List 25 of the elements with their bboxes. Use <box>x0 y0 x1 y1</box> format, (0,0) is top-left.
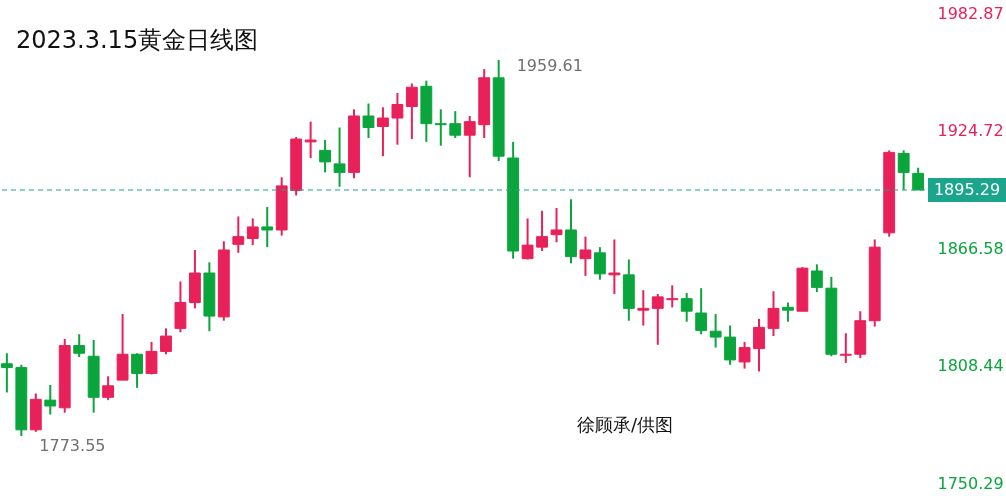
candlestick <box>738 340 751 370</box>
y-tick-label: 1924.72 <box>937 121 1004 141</box>
annotation: 徐顾承/供图 <box>576 414 674 435</box>
y-tick-label: 1808.44 <box>937 355 1004 375</box>
candlestick <box>782 301 794 323</box>
candlestick <box>579 235 592 277</box>
annotation: 1959.61 <box>516 56 583 75</box>
candlestick <box>377 106 389 158</box>
candlestick <box>145 340 158 376</box>
y-tick-label: 1750.29 <box>937 473 1004 493</box>
candlestick <box>261 205 274 249</box>
annotation: 1773.55 <box>39 436 106 455</box>
candlestick <box>637 289 650 327</box>
candlestick <box>333 126 346 188</box>
y-tick-label: 1866.58 <box>937 238 1004 258</box>
candlestick <box>767 290 780 338</box>
candlestick <box>550 206 563 244</box>
y-tick-label: 1982.87 <box>937 3 1004 23</box>
ref-line-label: 1895.29 <box>933 179 1001 199</box>
text: 2023.3.15黄金日线图 <box>16 26 259 54</box>
candlestick <box>304 120 317 160</box>
candlestick <box>362 102 375 140</box>
candlestick <box>44 383 57 416</box>
candlestick <box>608 238 621 296</box>
candlestick <box>174 280 187 334</box>
